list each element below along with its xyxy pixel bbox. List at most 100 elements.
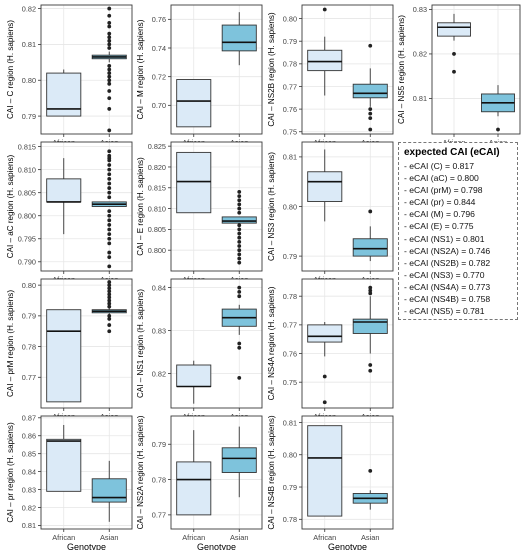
legend-item-ns1: - eCAI (NS1) = 0.801 xyxy=(404,233,485,244)
outlier-point xyxy=(496,127,500,132)
panel-5: 0.7900.7950.8000.8050.8100.815AfricanAsi… xyxy=(6,141,133,294)
outlier-point xyxy=(237,256,242,261)
x-tick-label: Asian xyxy=(100,533,119,542)
legend-item-ac: - eCAI (aC) = 0.800 xyxy=(404,173,479,184)
y-tick-label: 0.78 xyxy=(283,515,297,524)
outlier-point xyxy=(237,252,242,257)
y-tick-label: 0.80 xyxy=(22,281,36,290)
y-axis-title: CAI – C region (H. sapiens) xyxy=(6,20,15,119)
y-tick-label: 0.800 xyxy=(148,246,166,255)
outlier-point xyxy=(368,107,373,112)
box-asian xyxy=(91,149,127,269)
y-axis-title: CAI – NS4B region (H. sapiens) xyxy=(267,415,276,530)
outlier-point xyxy=(107,213,112,218)
y-tick-label: 0.825 xyxy=(148,142,166,151)
outlier-point xyxy=(107,255,112,260)
x-axis-title: Genotype xyxy=(328,542,367,550)
y-tick-label: 0.800 xyxy=(18,212,36,221)
outlier-point xyxy=(107,223,112,227)
outlier-point xyxy=(237,231,242,236)
outlier-point xyxy=(237,223,242,228)
legend-item-ns5: - eCAI (NS5) = 0.781 xyxy=(404,306,485,317)
y-axis-title: CAI – E region (H. sapiens) xyxy=(136,157,145,256)
outlier-point xyxy=(237,244,242,248)
outlier-point xyxy=(107,250,112,255)
box-asian xyxy=(352,209,388,262)
y-tick-label: 0.82 xyxy=(152,369,166,378)
box-african xyxy=(437,13,471,74)
box-asian xyxy=(352,468,388,510)
outlier-point xyxy=(107,71,112,75)
box-iqr xyxy=(46,438,82,492)
legend-item-pr: - eCAI (pr) = 0.844 xyxy=(404,197,476,208)
outlier-point xyxy=(107,67,112,72)
legend-item-m: - eCAI (M) = 0.796 xyxy=(404,209,475,220)
box-african xyxy=(307,425,343,517)
x-tick-label: Asian xyxy=(361,533,380,542)
box-african xyxy=(46,158,82,235)
y-tick-label: 0.85 xyxy=(22,449,36,458)
outlier-point xyxy=(452,69,456,74)
x-axis-title: Genotype xyxy=(67,542,106,550)
y-tick-label: 0.82 xyxy=(413,50,427,59)
panel-8: 0.770.780.790.80AfricanAsianGenotypeCAI … xyxy=(6,278,133,431)
panel-border xyxy=(170,415,263,530)
panel-10: 0.750.760.770.78AfricanAsianGenotypeCAI … xyxy=(267,278,394,431)
outlier-point xyxy=(322,7,327,12)
panel-border xyxy=(301,141,394,272)
box-iqr xyxy=(176,151,212,214)
outlier-point xyxy=(237,341,242,346)
box-african xyxy=(307,7,343,96)
panel-6: 0.8000.8050.8100.8150.8200.825AfricanAsi… xyxy=(136,141,263,294)
outlier-point xyxy=(237,202,242,207)
y-tick-label: 0.77 xyxy=(152,511,166,520)
outlier-point xyxy=(237,345,242,350)
x-axis-title: Genotype xyxy=(197,542,236,550)
outlier-point xyxy=(107,209,112,214)
y-tick-label: 0.75 xyxy=(283,128,297,137)
y-tick-label: 0.77 xyxy=(283,82,297,91)
box-asian xyxy=(91,6,127,133)
outlier-point xyxy=(107,163,112,167)
outlier-point xyxy=(107,323,112,327)
outlier-point xyxy=(237,248,242,253)
panel-border xyxy=(301,278,394,409)
outlier-point xyxy=(237,294,242,299)
box-iqr xyxy=(307,425,343,517)
box-asian xyxy=(221,285,257,380)
y-axis-title: CAI – NS4A region (H. sapiens) xyxy=(267,286,276,400)
ecai-legend-box: expected CAI (eCAI) - eCAI (C) = 0.817 -… xyxy=(398,142,518,320)
outlier-point xyxy=(107,46,112,50)
box-african xyxy=(176,151,212,214)
outlier-point xyxy=(368,127,373,132)
y-tick-label: 0.815 xyxy=(18,142,36,151)
outlier-point xyxy=(107,181,112,186)
y-tick-label: 0.810 xyxy=(18,165,36,174)
y-tick-label: 0.74 xyxy=(152,44,166,53)
box-iqr xyxy=(221,447,257,473)
box-iqr xyxy=(46,178,82,203)
y-tick-label: 0.79 xyxy=(283,37,297,46)
panel-border xyxy=(301,4,394,135)
outlier-point xyxy=(107,176,112,181)
panel-border xyxy=(40,415,133,530)
outlier-point xyxy=(368,368,373,373)
outlier-point xyxy=(237,206,242,211)
outlier-point xyxy=(237,227,242,232)
y-axis-title: CAI – NS2B region (H. sapiens) xyxy=(267,12,276,127)
outlier-point xyxy=(107,236,112,241)
panel-2: 0.700.720.740.76AfricanAsianGenotypeCAI … xyxy=(136,4,263,157)
x-tick-label: African xyxy=(52,533,75,542)
y-axis-title: CAI – pr region (H. sapiens) xyxy=(6,422,15,523)
outlier-point xyxy=(237,290,242,294)
panel-9: 0.820.830.84AfricanAsianGenotypeCAI – NS… xyxy=(136,278,263,431)
outlier-point xyxy=(107,78,112,83)
box-african xyxy=(176,430,212,516)
panel-background xyxy=(171,279,262,408)
legend-item-ns3: - eCAI (NS3) = 0.770 xyxy=(404,269,485,280)
panel-border xyxy=(40,4,133,135)
box-asian xyxy=(221,12,257,66)
box-iqr xyxy=(307,324,343,343)
outlier-point xyxy=(107,283,112,288)
outlier-point xyxy=(107,195,112,200)
